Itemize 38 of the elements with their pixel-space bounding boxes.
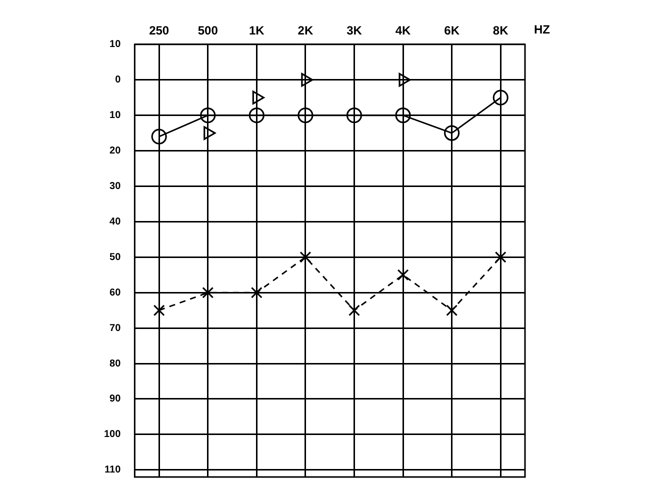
point xyxy=(202,286,214,298)
y-tick-label: 110 xyxy=(104,464,122,476)
point xyxy=(298,108,314,124)
point xyxy=(151,128,167,144)
y-tick-label: 0 xyxy=(115,74,122,86)
x-tick-label: 8K xyxy=(492,24,509,38)
x-tick-label: 2K xyxy=(298,24,314,38)
x-axis-title: HZ xyxy=(534,22,550,37)
y-tick-label: 10 xyxy=(110,110,122,122)
y-tick-label: 50 xyxy=(110,252,122,263)
point xyxy=(444,125,460,141)
y-tick-label: 20 xyxy=(110,146,122,157)
y-tick-label: 30 xyxy=(110,180,122,192)
x-tick-label: 3K xyxy=(346,24,362,38)
x-tick-label: 250 xyxy=(149,24,170,38)
point xyxy=(494,251,506,263)
y-tick-label: 100 xyxy=(104,429,122,440)
point xyxy=(446,304,458,316)
point xyxy=(348,304,360,316)
y-tick-label: 60 xyxy=(110,287,122,298)
x-tick-label: 1K xyxy=(248,24,265,38)
y-tick-label: 90 xyxy=(110,394,122,405)
y-tick-label: 80 xyxy=(110,358,122,370)
point xyxy=(397,269,409,281)
x-tick-label: 4K xyxy=(395,24,412,38)
point xyxy=(153,304,165,316)
y-tick-label: 10 xyxy=(110,39,122,50)
y-tick-label: 70 xyxy=(110,322,122,334)
point xyxy=(300,251,312,263)
point xyxy=(492,90,508,106)
x-tick-label: 6K xyxy=(444,24,460,38)
x-tick-label: 500 xyxy=(198,24,218,38)
point xyxy=(346,108,362,124)
point xyxy=(250,286,262,298)
y-tick-label: 40 xyxy=(110,216,122,228)
point xyxy=(248,108,264,124)
point xyxy=(395,108,411,124)
point xyxy=(200,108,216,124)
